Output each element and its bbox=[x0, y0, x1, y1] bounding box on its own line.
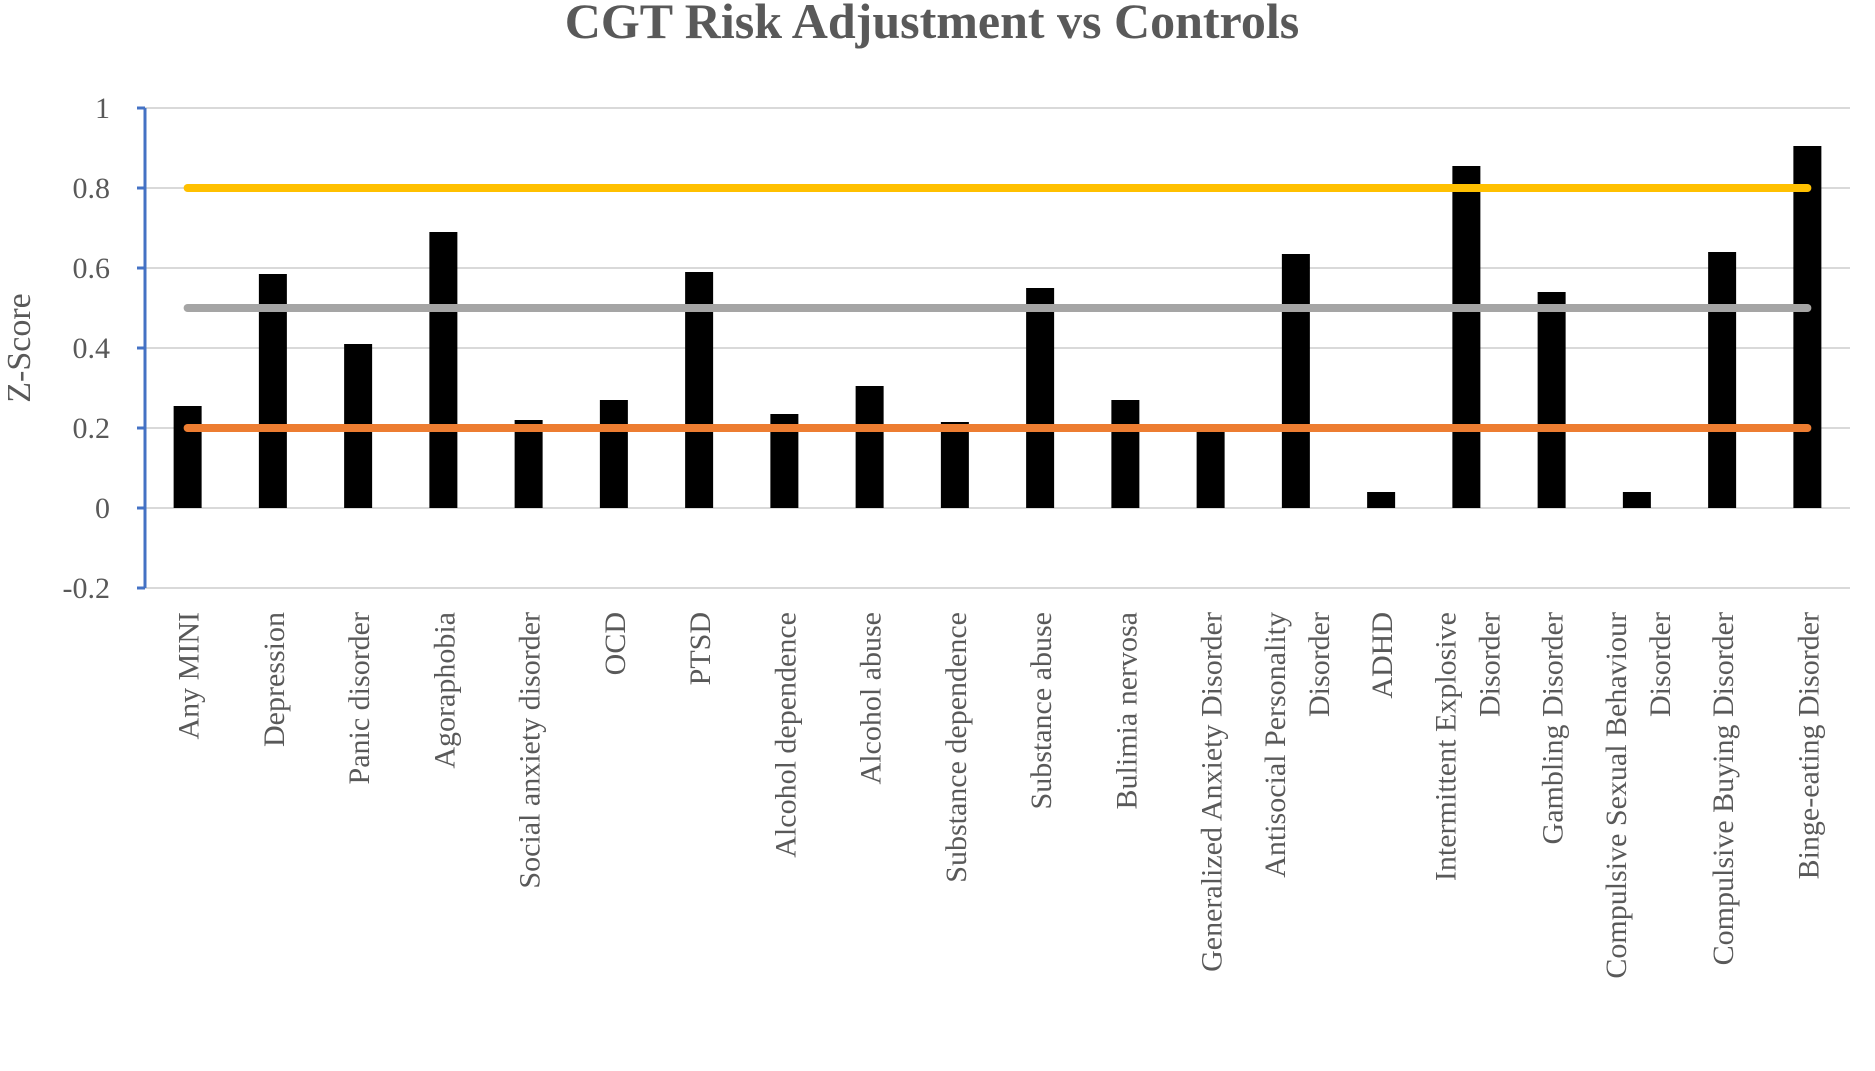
category-label-line: Depression bbox=[258, 612, 291, 747]
category-label-line: Substance abuse bbox=[1025, 612, 1058, 809]
category-label: Binge-eating Disorder bbox=[1792, 612, 1825, 879]
y-tick-label: -0.2 bbox=[63, 572, 111, 605]
bar bbox=[855, 386, 884, 508]
bar bbox=[1537, 292, 1566, 508]
category-label-line: Bulimia nervosa bbox=[1110, 612, 1143, 809]
category-label-line: Disorder bbox=[1473, 612, 1506, 717]
category-label-line: Panic disorder bbox=[343, 612, 376, 784]
category-label: Gambling Disorder bbox=[1537, 612, 1570, 844]
y-tick-label: 0 bbox=[95, 492, 110, 525]
category-label: Compulsive Sexual Behaviour Disorder bbox=[1600, 612, 1677, 979]
category-label-line: Disorder bbox=[1303, 612, 1336, 717]
category-label-line: ADHD bbox=[1366, 612, 1399, 699]
category-label-line: Intermittent Explosive bbox=[1429, 612, 1462, 881]
bar bbox=[173, 406, 202, 508]
bar bbox=[1367, 492, 1396, 508]
category-label-line: PTSD bbox=[684, 612, 717, 685]
y-tick-label: 0.6 bbox=[73, 252, 111, 285]
bar bbox=[1281, 254, 1310, 508]
category-label-line: Gambling Disorder bbox=[1537, 612, 1570, 844]
gridlines bbox=[145, 107, 1850, 589]
category-label-line: Generalized Anxiety Disorder bbox=[1196, 612, 1229, 972]
category-label-line: Disorder bbox=[1644, 612, 1677, 717]
category-label-line: Substance dependence bbox=[940, 612, 973, 883]
bar bbox=[258, 274, 287, 508]
bar bbox=[1111, 400, 1140, 508]
category-label: Alcohol abuse bbox=[855, 612, 888, 784]
category-label-line: Alcohol abuse bbox=[855, 612, 888, 784]
bar bbox=[1793, 146, 1822, 508]
bar bbox=[1026, 288, 1055, 508]
category-label-line: Binge-eating Disorder bbox=[1792, 612, 1825, 879]
y-tick-label: 0.2 bbox=[73, 412, 111, 445]
chart-title: CGT Risk Adjustment vs Controls bbox=[565, 0, 1299, 49]
y-tick-labels: -0.2 0 0.2 0.4 0.6 0.8 1 bbox=[63, 92, 111, 605]
x-category-labels: Any MINI Depression Panic disorder Agorapho… bbox=[173, 612, 1826, 979]
bar bbox=[940, 422, 969, 508]
category-label: Any MINI bbox=[173, 612, 206, 740]
category-label-line: Agoraphobia bbox=[428, 612, 461, 769]
category-label: Substance abuse bbox=[1025, 612, 1058, 809]
y-axis-title: Z-Score bbox=[1, 293, 38, 403]
category-label: Generalized Anxiety Disorder bbox=[1196, 612, 1229, 972]
y-axis bbox=[137, 106, 147, 590]
category-label: OCD bbox=[599, 612, 632, 675]
bar bbox=[1452, 166, 1481, 508]
category-label: ADHD bbox=[1366, 612, 1399, 699]
category-label: Bulimia nervosa bbox=[1110, 612, 1143, 809]
category-label-line: Compulsive Sexual Behaviour bbox=[1600, 612, 1633, 979]
bar bbox=[1622, 492, 1651, 508]
category-label-line: Compulsive Buying Disorder bbox=[1707, 612, 1740, 965]
category-label: Substance dependence bbox=[940, 612, 973, 883]
category-label-line: Alcohol dependence bbox=[769, 612, 802, 858]
category-label: Intermittent Explosive Disorder bbox=[1429, 612, 1506, 881]
y-tick-label: 1 bbox=[95, 92, 110, 125]
category-label: Alcohol dependence bbox=[769, 612, 802, 858]
bars bbox=[173, 146, 1822, 508]
bar bbox=[1196, 432, 1225, 508]
category-label-line: OCD bbox=[599, 612, 632, 675]
y-tick-label: 0.8 bbox=[73, 172, 111, 205]
category-label: Social anxiety disorder bbox=[514, 612, 547, 889]
category-label-line: Antisocial Personality bbox=[1259, 612, 1292, 878]
y-tick-label: 0.4 bbox=[73, 332, 111, 365]
reference-lines bbox=[183, 184, 1812, 432]
category-label: Panic disorder bbox=[343, 612, 376, 784]
bar bbox=[599, 400, 628, 508]
category-label: Antisocial Personality Disorder bbox=[1259, 612, 1336, 878]
category-label: Agoraphobia bbox=[428, 612, 461, 769]
category-label-line: Social anxiety disorder bbox=[514, 612, 547, 889]
category-label: PTSD bbox=[684, 612, 717, 685]
bar bbox=[514, 420, 543, 508]
category-label: Compulsive Buying Disorder bbox=[1707, 612, 1740, 965]
category-label: Depression bbox=[258, 612, 291, 747]
bar bbox=[429, 232, 458, 508]
bar bbox=[1708, 252, 1737, 508]
category-label-line: Any MINI bbox=[173, 612, 206, 740]
